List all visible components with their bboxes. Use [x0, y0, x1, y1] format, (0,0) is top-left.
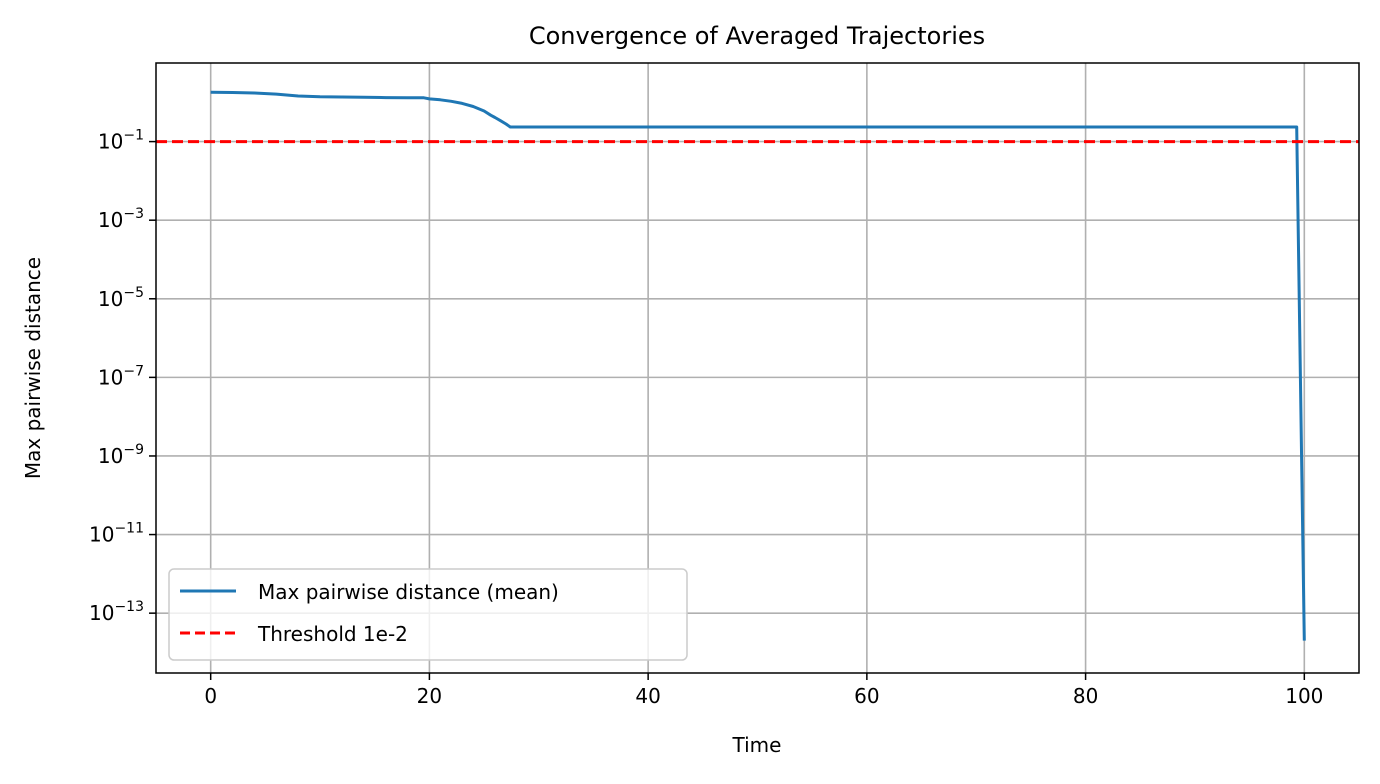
- x-tick-label: 20: [417, 684, 442, 708]
- x-tick-label: 60: [854, 684, 879, 708]
- legend-label-threshold: Threshold 1e-2: [257, 622, 408, 646]
- x-tick-label: 0: [204, 684, 217, 708]
- y-tick-label: 10−5: [98, 285, 144, 311]
- chart-title: Convergence of Averaged Trajectories: [529, 22, 985, 50]
- plot-frame: [155, 62, 1360, 674]
- y-tick-label: 10−11: [89, 521, 144, 547]
- x-tick-label: 80: [1073, 684, 1098, 708]
- y-tick-label: 10−9: [98, 442, 144, 468]
- y-tick-label: 10−1: [98, 128, 144, 154]
- x-axis-ticks: 0 20 40 60 80 100: [204, 673, 1323, 708]
- legend-label-mean: Max pairwise distance (mean): [258, 580, 559, 604]
- grid: [156, 63, 1359, 673]
- y-axis-ticks: 10−1 10−3 10−5 10−7 10−9 10−11 10−13: [89, 128, 156, 625]
- x-tick-label: 40: [635, 684, 660, 708]
- y-tick-label: 10−3: [98, 206, 144, 232]
- y-axis-label: Max pairwise distance: [21, 257, 45, 479]
- plot-lines: [156, 90, 1359, 641]
- x-axis-label: Time: [732, 733, 782, 757]
- legend: Max pairwise distance (mean) Threshold 1…: [168, 568, 688, 661]
- x-tick-label: 100: [1285, 684, 1323, 708]
- series-line-mean: [210, 90, 1306, 641]
- legend-box: [168, 568, 688, 661]
- y-tick-label: 10−13: [89, 599, 144, 625]
- y-tick-label: 10−7: [98, 363, 144, 389]
